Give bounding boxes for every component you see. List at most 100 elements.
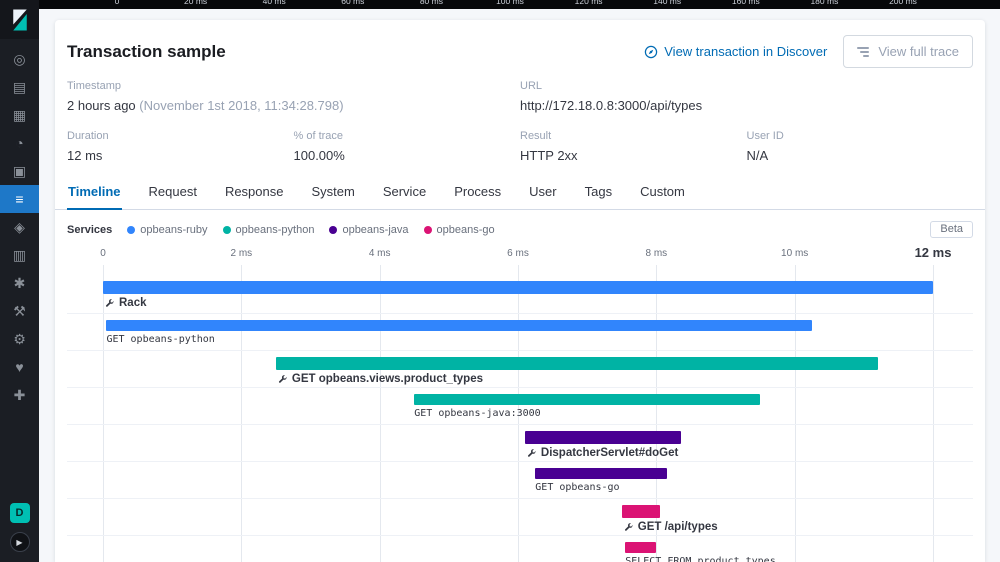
trace-icon [857,46,870,57]
legend-label: opbeans-go [436,223,495,236]
tab-process[interactable]: Process [454,184,502,199]
sidebar-bottom: D ▶ [9,503,30,562]
tab-bar: Timeline Request Response System Service Proc… [55,178,985,210]
waterfall-row[interactable]: GET opbeans-go [67,462,973,499]
tab-response[interactable]: Response [224,184,284,199]
apm-icon[interactable]: ≡ [0,185,39,213]
field-timestamp: Timestamp 2 hours ago (November 1st 2018… [67,80,520,113]
axis-tick: 0 [100,248,106,259]
logs-icon[interactable]: ▥ [12,246,27,263]
minimap-tick: 20 ms [184,0,208,6]
timestamp-absolute: (November 1st 2018, 11:34:28.798) [135,98,344,113]
minimap-tick: 200 ms [889,0,917,6]
waterfall-row[interactable]: SELECT FROM product_types [67,536,973,562]
kibana-logo-icon [12,9,27,30]
transaction-type-icon [624,523,633,531]
visualize-icon[interactable]: ▤ [12,78,27,95]
waterfall-row[interactable]: GET opbeans.views.product_types [67,351,973,388]
span-bar[interactable] [621,505,660,518]
field-label: Result [520,130,552,142]
canvas-icon[interactable]: ▣ [12,162,27,179]
beta-badge: Beta [930,221,973,238]
waterfall-row[interactable]: DispatcherServlet#doGet [67,425,973,462]
waterfall-row[interactable]: GET opbeans-python [67,314,973,351]
minimap-tick: 120 ms [574,0,603,6]
span-label: GET opbeans-python [106,334,215,345]
field-label: % of trace [293,130,344,142]
tab-tags[interactable]: Tags [584,184,613,199]
field-label: User ID [746,130,784,142]
axis-tick: 8 ms [645,248,668,259]
tab-timeline[interactable]: Timeline [67,178,122,210]
field-user-id: User ID N/A [747,130,974,163]
waterfall-row[interactable]: Rack [67,265,973,314]
machine-learning-icon[interactable]: ✱ [13,274,26,291]
infrastructure-icon[interactable]: ◈ [14,218,25,235]
gridline [241,265,243,562]
view-full-trace-label: View full trace [878,44,959,59]
span-bar[interactable] [535,468,667,479]
field-result: Result HTTP 2xx [520,130,747,163]
services-legend-items: opbeans-ruby opbeans-python opbeans-java op… [127,223,495,236]
legend-dot [222,225,231,234]
dev-tools-icon[interactable]: ⚙ [13,330,26,347]
field-value: 12 ms [67,148,103,163]
minimap-tick: 180 ms [810,0,839,6]
tab-service[interactable]: Service [382,184,427,199]
gridline [656,265,658,562]
span-bar[interactable] [524,431,681,444]
tab-request[interactable]: Request [148,184,197,199]
span-bar[interactable] [106,320,812,331]
axis-tick: 2 ms [230,248,253,259]
header-actions: View transaction in Discover View full t… [644,35,973,68]
span-label-text: GET opbeans.views.product_types [291,373,483,385]
page-title: Transaction sample [67,41,226,61]
axis-tick: 6 ms [507,248,529,259]
space-badge[interactable]: D [9,503,30,523]
span-label: GET opbeans-java:3000 [414,408,541,419]
legend-dot [329,225,338,234]
waterfall-row[interactable]: GET opbeans-java:3000 [67,388,973,425]
dashboard-icon[interactable]: ▦ [12,106,27,123]
field-label: Timestamp [67,80,121,92]
legend-item-opbeans-java: opbeans-java [329,224,409,236]
field-value: 100.00% [293,148,345,163]
span-label-text: Rack [119,297,147,309]
uptime-icon[interactable]: ♥ [15,359,24,375]
span-bar[interactable] [103,281,933,294]
minimap-tick: 80 ms [419,0,443,6]
transaction-type-icon [278,375,287,383]
graph-icon[interactable]: ⚒ [13,302,26,319]
axis-tick: 10 ms [781,248,809,259]
gridline [933,265,934,562]
tab-custom[interactable]: Custom [640,184,685,199]
waterfall-row[interactable]: GET /api/types [67,499,973,536]
trace-minimap[interactable]: 0 20 ms 40 ms 60 ms 80 ms 100 ms 120 ms 140 ms 1… [39,0,1000,9]
tab-system[interactable]: System [311,184,355,199]
timestamp-relative: 2 hours ago [67,98,136,113]
collapse-nav-button[interactable]: ▶ [9,532,30,552]
discover-icon[interactable]: ◎ [13,50,26,67]
span-bar[interactable] [625,542,657,553]
app-sidebar: ◎ ▤ ▦ ◔ ▣ ≡ ◈ ▥ ✱ ⚒ ⚙ ♥ ✚ D ▶ [0,0,39,562]
legend-label: opbeans-ruby [140,223,208,236]
span-bar[interactable] [275,357,878,370]
timelion-icon[interactable]: ◔ [15,135,24,151]
span-bar[interactable] [414,394,761,405]
waterfall-plot: Rack GET opbeans-python GET opbeans.views.… [67,265,973,562]
kibana-logo[interactable] [0,0,39,39]
transaction-details: Timestamp 2 hours ago (November 1st 2018… [55,72,985,163]
span-label: GET opbeans.views.product_types [278,373,483,385]
view-full-trace-button[interactable]: View full trace [843,35,973,68]
legend-dot [423,225,432,234]
span-label: DispatcherServlet#doGet [527,447,678,459]
span-label: GET opbeans-go [535,482,620,493]
minimap-tick: 100 ms [496,0,524,6]
tab-user[interactable]: User [529,184,557,199]
transaction-sample-card: Transaction sample View transaction in D… [55,20,985,562]
management-icon[interactable]: ✚ [13,386,26,403]
view-in-discover-link[interactable]: View transaction in Discover [644,44,827,59]
field-value: HTTP 2xx [520,148,578,163]
minimap-tick: 60 ms [341,0,365,6]
view-in-discover-label: View transaction in Discover [664,44,828,59]
